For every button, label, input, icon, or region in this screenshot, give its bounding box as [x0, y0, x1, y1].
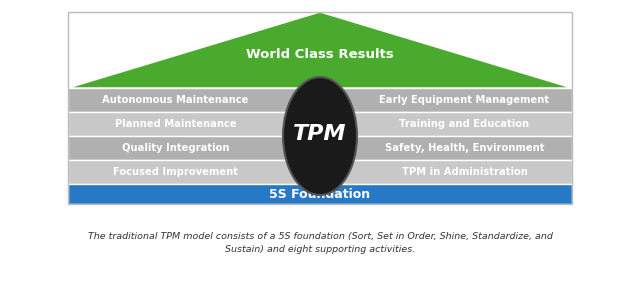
Bar	[68, 12, 572, 204]
Text: Autonomous Maintenance: Autonomous Maintenance	[102, 95, 249, 105]
Text: Quality Integration: Quality Integration	[122, 143, 229, 153]
Text: Sustain) and eight supporting activities.: Sustain) and eight supporting activities…	[225, 245, 415, 254]
Text: TPM: TPM	[293, 124, 347, 144]
Bar	[68, 160, 572, 184]
Bar	[68, 112, 572, 136]
Ellipse shape	[283, 77, 357, 195]
Text: Early Equipment Management: Early Equipment Management	[380, 95, 550, 105]
Text: The traditional TPM model consists of a 5S foundation (Sort, Set in Order, Shine: The traditional TPM model consists of a …	[88, 233, 552, 241]
Text: Focused Improvement: Focused Improvement	[113, 167, 238, 177]
Bar	[68, 88, 572, 112]
Text: Planned Maintenance: Planned Maintenance	[115, 119, 236, 129]
Polygon shape	[68, 12, 572, 88]
Bar	[68, 184, 572, 204]
Text: World Class Results: World Class Results	[246, 48, 394, 61]
Text: Training and Education: Training and Education	[399, 119, 529, 129]
Bar	[68, 136, 572, 160]
Text: 5S Foundation: 5S Foundation	[269, 188, 371, 200]
Text: TPM in Administration: TPM in Administration	[401, 167, 527, 177]
Text: Safety, Health, Environment: Safety, Health, Environment	[385, 143, 544, 153]
